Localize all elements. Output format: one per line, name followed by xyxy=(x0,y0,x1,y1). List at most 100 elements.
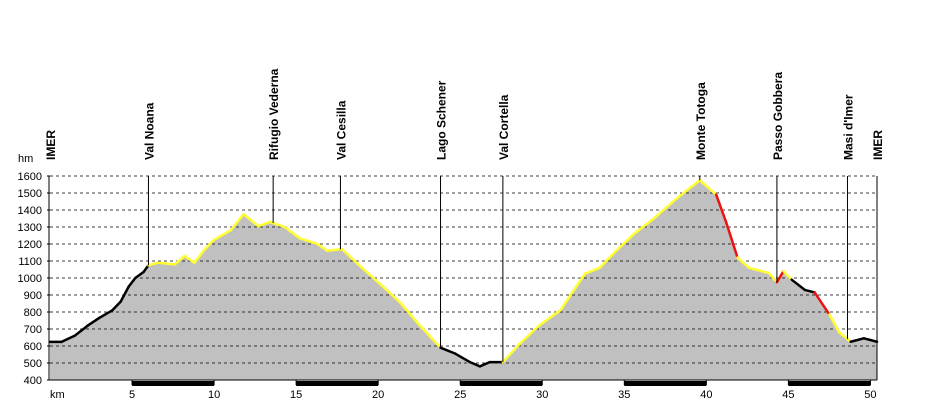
scale-band xyxy=(460,381,543,386)
y-tick-label: 1200 xyxy=(18,239,42,251)
scale-band xyxy=(132,381,215,386)
profile-segment xyxy=(417,323,442,349)
profile-segment xyxy=(468,360,482,368)
profile-segment xyxy=(298,236,319,246)
x-tick-label: 25 xyxy=(454,389,466,401)
waypoint-label: Rifugio Vederna xyxy=(267,68,281,160)
profile-segment xyxy=(828,313,841,334)
waypoint-label: Val Cesilla xyxy=(334,100,348,160)
waypoint-label: Passo Gobbera xyxy=(771,72,785,160)
profile-segment xyxy=(688,179,702,190)
y-tick-label: 900 xyxy=(24,290,42,302)
profile-segment xyxy=(767,271,779,284)
profile-segment xyxy=(803,288,816,294)
profile-segment xyxy=(714,193,728,224)
profile-segment xyxy=(454,352,472,364)
profile-segment xyxy=(212,229,232,241)
profile-segment xyxy=(229,213,245,232)
x-tick-label: 10 xyxy=(208,389,220,401)
y-tick-label: 400 xyxy=(24,375,42,387)
x-tick-label: 20 xyxy=(372,389,384,401)
profile-segment xyxy=(598,251,616,270)
y-tick-label: 600 xyxy=(24,341,42,353)
profile-segment xyxy=(268,220,286,229)
profile-segment xyxy=(398,300,421,326)
profile-segment xyxy=(782,269,793,281)
profile-segment xyxy=(698,179,718,196)
profile-area xyxy=(50,180,877,380)
profile-segment xyxy=(173,254,186,266)
profile-segment xyxy=(111,300,122,312)
y-tick-label: 1500 xyxy=(18,188,42,200)
profile-segment xyxy=(358,264,380,284)
y-tick-label: 500 xyxy=(24,358,42,370)
y-tick-label: 1000 xyxy=(18,273,42,285)
waypoint-label: IMER xyxy=(44,130,58,160)
profile-segment xyxy=(376,281,401,304)
profile-segment xyxy=(202,238,216,252)
profile-segment xyxy=(559,272,587,312)
profile-segment xyxy=(518,324,541,346)
profile-segment xyxy=(583,266,601,275)
profile-segment xyxy=(813,291,831,316)
profile-segment xyxy=(340,247,362,268)
profile-segment xyxy=(73,324,89,338)
profile-segment xyxy=(326,247,344,253)
x-tick-label: 15 xyxy=(290,389,302,401)
profile-segment xyxy=(478,360,492,368)
profile-segment xyxy=(439,346,457,355)
x-tick-label: 35 xyxy=(618,389,630,401)
profile-segment xyxy=(193,248,206,264)
profile-segment xyxy=(86,316,101,327)
profile-segment xyxy=(316,242,329,253)
waypoint-label: Lago Schener xyxy=(435,80,449,160)
waypoint-label: Masi d'Imer xyxy=(841,94,855,160)
waypoint-label: Val Noana xyxy=(142,102,156,160)
profile-segment xyxy=(736,256,751,270)
scale-band xyxy=(296,381,379,386)
profile-segment xyxy=(257,220,272,228)
profile-segment xyxy=(183,254,196,264)
profile-segment xyxy=(134,270,145,280)
x-tick-label: 45 xyxy=(782,389,794,401)
profile-segment xyxy=(97,309,114,320)
profile-segment xyxy=(283,225,301,240)
profile-segment xyxy=(724,220,739,259)
y-tick-label: 800 xyxy=(24,307,42,319)
y-tick-label: 700 xyxy=(24,324,42,336)
y-axis-unit: hm xyxy=(18,153,33,165)
profile-segment xyxy=(147,261,160,267)
x-tick-label: 50 xyxy=(864,389,876,401)
profile-segment xyxy=(613,232,636,254)
profile-segment xyxy=(775,269,785,284)
x-tick-label: 5 xyxy=(129,389,135,401)
waypoint-label: Val Cortella xyxy=(497,94,511,160)
profile-segment xyxy=(673,186,692,202)
profile-segment xyxy=(127,276,137,288)
y-tick-label: 1100 xyxy=(18,256,42,268)
profile-segment xyxy=(60,334,76,344)
x-axis-unit: km xyxy=(50,389,65,401)
profile-segment xyxy=(119,285,131,304)
profile-segment xyxy=(849,337,866,343)
profile-segment xyxy=(242,213,260,228)
profile-segment xyxy=(157,261,176,266)
waypoint-label: IMER xyxy=(871,130,885,160)
x-tick-label: 30 xyxy=(536,389,548,401)
profile-segment xyxy=(652,198,677,220)
waypoint-label: Monte Totoga xyxy=(694,82,708,160)
profile-segment xyxy=(838,331,852,343)
profile-segment xyxy=(747,266,770,275)
y-tick-label: 1600 xyxy=(18,171,42,183)
scale-band xyxy=(624,381,707,386)
x-tick-label: 40 xyxy=(700,389,712,401)
profile-segment xyxy=(501,343,521,364)
profile-segment xyxy=(862,337,879,343)
y-tick-label: 1300 xyxy=(18,222,42,234)
profile-segment xyxy=(142,264,150,274)
profile-segment xyxy=(537,309,562,327)
scale-band xyxy=(788,381,871,386)
profile-segment xyxy=(790,278,807,292)
profile-segment xyxy=(632,217,656,236)
